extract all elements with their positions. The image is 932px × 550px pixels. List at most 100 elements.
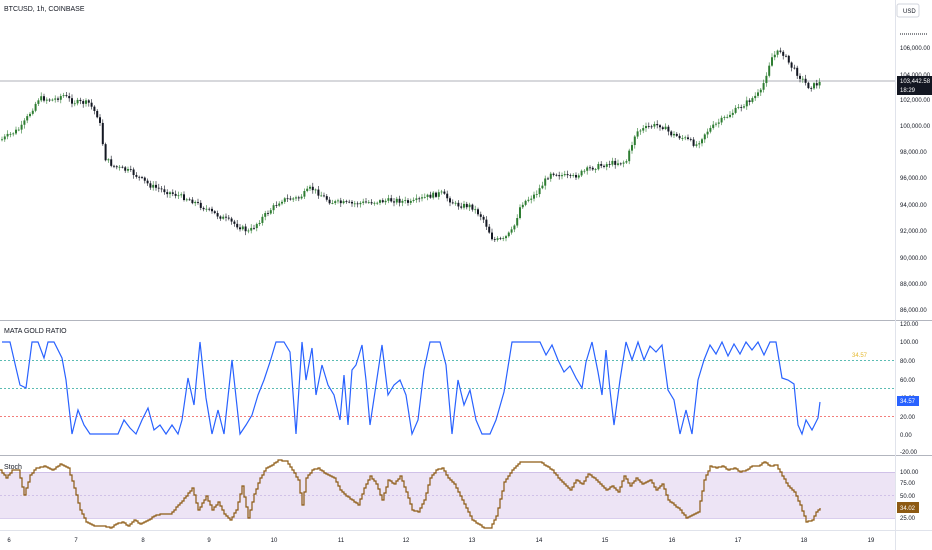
candle-body	[143, 177, 146, 181]
price-axis-label: 102,000.00	[900, 98, 931, 104]
candle-body	[272, 205, 275, 211]
candle-body	[278, 203, 281, 206]
candle-body	[597, 163, 600, 170]
candle-body	[561, 175, 563, 177]
candle-body	[474, 209, 477, 211]
candle-body	[303, 191, 306, 197]
countdown-timer: 18:29	[900, 88, 916, 94]
candle-body	[600, 163, 603, 166]
candle-body	[527, 199, 530, 201]
candle-body	[211, 208, 213, 212]
candle-body	[479, 214, 482, 217]
candle-body	[426, 194, 429, 197]
candle-body	[488, 226, 491, 233]
candle-body	[614, 160, 617, 165]
candle-body	[205, 208, 208, 210]
indicator-1-axis-label: 100.00	[900, 340, 919, 346]
candle-body	[6, 133, 9, 137]
gold-ratio-label: 34.57	[852, 353, 868, 359]
candle-body	[619, 163, 622, 165]
candle-body	[129, 169, 132, 170]
candle-body	[222, 216, 225, 219]
candle-body	[401, 200, 404, 203]
candle-body	[591, 167, 594, 170]
indicator-1-value: 34.57	[900, 399, 916, 405]
candle-body	[460, 206, 463, 208]
candle-body	[810, 88, 813, 89]
candle-body	[12, 133, 15, 135]
candle-body	[790, 62, 793, 68]
candle-body	[689, 138, 692, 140]
candle-body	[353, 203, 356, 205]
candle-body	[9, 133, 12, 135]
candle-body	[230, 218, 233, 222]
candle-body	[65, 95, 68, 97]
candle-body	[681, 138, 684, 139]
candle-body	[754, 95, 757, 99]
candle-body	[650, 126, 653, 128]
candle-body	[384, 200, 387, 203]
candle-body	[782, 51, 785, 56]
indicator-2-axis-label: 50.00	[900, 494, 916, 500]
stoch-pane[interactable]: Stoch 100.00 75.00 50.00 25.00 34.02	[0, 459, 919, 529]
candle-body	[359, 202, 362, 205]
candle-body	[191, 199, 194, 204]
indicator-1-axis-label: 0.00	[900, 433, 912, 439]
indicator-2-axis-label: 75.00	[900, 481, 916, 487]
candle-body	[309, 186, 311, 189]
candle-body	[407, 200, 409, 203]
candle-body	[404, 200, 407, 201]
candle-body	[793, 67, 796, 69]
candle-body	[241, 226, 244, 230]
candle-body	[454, 202, 457, 204]
time-axis-label: 18	[801, 538, 808, 544]
candle-body	[552, 173, 555, 175]
candle-body	[555, 174, 558, 176]
candle-body	[26, 116, 29, 121]
price-pane[interactable]: 106,000.00104,000.00102,000.00100,000.00…	[0, 46, 932, 314]
candle-body	[390, 198, 393, 202]
candle-body	[104, 144, 107, 161]
candle-body	[712, 124, 715, 128]
candle-body	[734, 107, 737, 113]
candle-body	[306, 188, 309, 192]
candle-body	[547, 178, 549, 180]
price-axis-label: 96,000.00	[900, 176, 927, 182]
time-axis[interactable]: 6 7 8 9 10 11 12 13 14 15 16 17 18 19	[7, 538, 875, 544]
candle-body	[443, 191, 446, 194]
candle-body	[185, 199, 188, 201]
candle-body	[633, 136, 636, 146]
candle-body	[737, 107, 740, 108]
indicator-1-title: MATA GOLD RATIO	[4, 328, 67, 335]
candle-body	[323, 195, 325, 197]
candle-body	[45, 99, 48, 101]
candle-body	[639, 130, 642, 132]
candle-body	[15, 129, 17, 134]
price-axis-label: 90,000.00	[900, 256, 927, 262]
time-axis-label: 8	[141, 538, 145, 544]
candle-body	[227, 217, 230, 219]
candle-body	[507, 232, 510, 237]
candle-body	[631, 145, 633, 151]
indicator-1-axis-label: 60.00	[900, 378, 916, 384]
candle-body	[149, 183, 152, 188]
candle-body	[365, 201, 367, 203]
candle-body	[673, 133, 675, 136]
candle-body	[661, 127, 664, 129]
candle-body	[146, 180, 149, 184]
mata-gold-ratio-pane[interactable]: MATA GOLD RATIO 120.00100.0080.0060.0040…	[0, 322, 919, 456]
candle-body	[799, 75, 801, 79]
candle-body	[281, 201, 283, 204]
time-axis-label: 10	[271, 538, 278, 544]
candle-body	[138, 176, 141, 178]
candle-body	[292, 198, 295, 200]
candle-body	[379, 200, 381, 203]
candle-body	[715, 123, 717, 125]
candle-body	[502, 238, 505, 239]
currency-button[interactable]: USD	[896, 3, 920, 18]
candle-body	[647, 125, 650, 127]
candle-body	[468, 204, 471, 208]
candle-body	[807, 82, 810, 89]
candle-body	[219, 216, 222, 219]
